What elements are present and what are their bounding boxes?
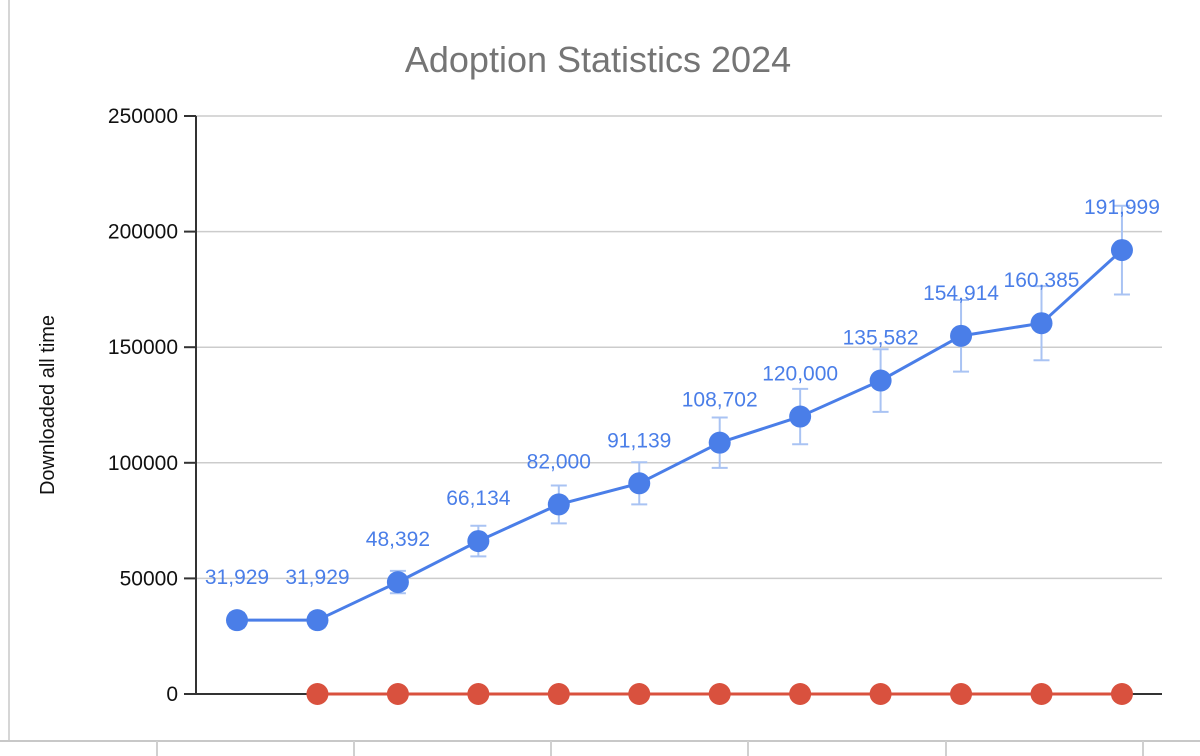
data-point bbox=[226, 609, 248, 632]
data-point bbox=[950, 683, 973, 705]
data-point bbox=[306, 609, 329, 632]
y-tick-label: 150000 bbox=[108, 336, 178, 359]
data-label: 31,929 bbox=[205, 566, 269, 589]
y-tick-label: 0 bbox=[166, 683, 178, 706]
data-point bbox=[789, 405, 812, 428]
data-label: 82,000 bbox=[527, 450, 591, 473]
frame-ticks bbox=[156, 741, 1144, 756]
data-label: 91,139 bbox=[607, 429, 671, 452]
data-point bbox=[628, 472, 651, 495]
data-label: 108,702 bbox=[682, 389, 758, 412]
data-point bbox=[1030, 683, 1053, 705]
y-axis bbox=[184, 115, 197, 695]
data-point bbox=[386, 571, 409, 594]
data-point bbox=[467, 683, 490, 705]
data-point bbox=[1110, 239, 1133, 262]
data-point bbox=[869, 683, 892, 705]
data-point bbox=[467, 530, 490, 553]
y-tick-label: 50000 bbox=[120, 567, 178, 590]
series-layer bbox=[226, 204, 1133, 705]
y-tick-labels: 0 50000 100000 150000 200000 250000 bbox=[108, 105, 178, 706]
data-point bbox=[950, 324, 973, 347]
data-label: 66,134 bbox=[446, 487, 511, 510]
data-point bbox=[708, 683, 731, 705]
y-axis-title: Downloaded all time bbox=[37, 315, 59, 495]
data-point bbox=[708, 431, 731, 454]
y-tick-label: 200000 bbox=[108, 221, 178, 244]
series-line bbox=[237, 248, 1123, 622]
data-label: 135,582 bbox=[843, 327, 919, 350]
y-tick-label: 100000 bbox=[108, 452, 178, 475]
data-label: 154,914 bbox=[923, 282, 999, 305]
data-point bbox=[789, 683, 812, 705]
data-point bbox=[628, 683, 651, 705]
series-0 bbox=[226, 204, 1133, 632]
data-label: 31,929 bbox=[285, 566, 349, 589]
data-point bbox=[547, 683, 570, 705]
data-label: 120,000 bbox=[762, 363, 838, 386]
data-point bbox=[869, 369, 892, 392]
data-point bbox=[547, 493, 570, 516]
data-labels: 31,929 31,929 48,392 66,134 82,000 91,139 108,… bbox=[205, 196, 1160, 589]
data-label: 160,385 bbox=[1004, 269, 1080, 292]
series-1 bbox=[306, 683, 1133, 705]
data-point bbox=[1030, 312, 1053, 335]
y-tick-label: 250000 bbox=[108, 105, 178, 128]
data-label: 48,392 bbox=[366, 528, 430, 551]
data-point bbox=[1110, 683, 1133, 705]
data-label: 191,999 bbox=[1084, 196, 1160, 219]
chart-title: Adoption Statistics 2024 bbox=[405, 39, 791, 80]
data-point bbox=[386, 683, 409, 705]
data-point bbox=[306, 683, 329, 705]
